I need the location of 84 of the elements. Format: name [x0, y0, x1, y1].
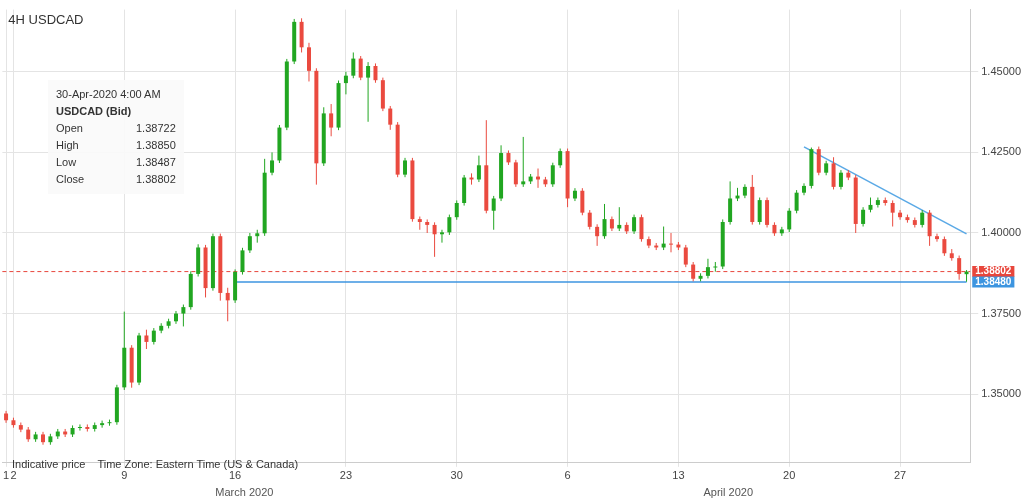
candlestick	[580, 187, 585, 216]
x-tick-label: 30	[450, 469, 463, 482]
candlestick	[476, 155, 481, 183]
annotation: Open	[56, 121, 84, 136]
chart-title: 4H USDCAD	[8, 11, 84, 27]
candlestick	[366, 61, 371, 123]
candlestick	[358, 55, 363, 81]
annotation: 1.38722	[136, 121, 176, 136]
candlestick	[329, 103, 334, 137]
candlestick	[306, 42, 311, 82]
candlestick	[787, 207, 792, 233]
text: April 2020	[703, 485, 754, 498]
candlestick	[572, 187, 577, 202]
candlestick	[225, 287, 230, 322]
annotation: Indicative price	[12, 458, 86, 470]
candlestick	[816, 146, 821, 176]
x-tick-label: 1	[3, 469, 10, 482]
annotation: Low	[56, 155, 78, 170]
x-tick-label: 20	[783, 469, 796, 482]
candlestick	[454, 199, 459, 221]
candlestick	[728, 180, 733, 226]
candlestick	[861, 206, 866, 228]
candlestick	[181, 304, 186, 327]
candlestick	[373, 62, 378, 84]
candlestick	[713, 261, 718, 273]
candlestick	[100, 420, 105, 429]
candlestick	[632, 214, 637, 235]
candlestick	[587, 209, 592, 230]
candlestick	[934, 233, 939, 243]
y-tick-label: 1.40000	[981, 226, 1021, 239]
candlestick	[403, 157, 408, 178]
candlestick	[757, 197, 762, 226]
candlestick	[558, 148, 563, 169]
annotation: 1.38850	[136, 138, 176, 153]
annotation: Time Zone: Eastern Time (US & Canada)	[97, 458, 299, 470]
candlestick	[77, 423, 82, 432]
y-tick-label: 1.35000	[981, 387, 1021, 400]
x-tick-label: 9	[121, 469, 128, 482]
candlestick	[875, 197, 880, 209]
x-tick-label: 13	[672, 469, 685, 482]
candlestick	[669, 232, 674, 253]
candlestick	[927, 209, 932, 247]
x-tick-label: 6	[564, 469, 571, 482]
y-tick-label: 1.42500	[981, 145, 1021, 158]
y-tick-label: 1.45000	[981, 64, 1021, 77]
candlestick	[602, 203, 607, 240]
candlestick	[388, 105, 393, 131]
candlestick	[794, 189, 799, 214]
candlestick	[595, 223, 600, 247]
ref-line-label: 1.38802	[975, 265, 1012, 277]
y-tick-label: 1.37500	[981, 306, 1021, 319]
candlestick	[144, 329, 149, 350]
candlestick	[439, 229, 444, 244]
candlestick	[831, 156, 836, 190]
annotation: 1.38802	[136, 172, 176, 187]
candlestick	[432, 221, 437, 258]
annotation: 1.38487	[136, 155, 176, 170]
candlestick	[942, 236, 947, 257]
annotation: 30-Apr-2020 4:00 AM	[56, 87, 162, 102]
candlestick	[240, 247, 245, 276]
text: March 2020	[215, 485, 274, 498]
candlestick	[521, 136, 526, 188]
x-tick-label: 16	[228, 469, 242, 482]
candlestick	[639, 214, 644, 243]
data-label: 1.38480	[975, 275, 1012, 287]
candlestick	[683, 244, 688, 268]
candlestick	[705, 258, 710, 279]
candlestick	[491, 195, 496, 231]
x-tick-label: 2	[10, 469, 17, 482]
annotation: Close	[56, 172, 86, 187]
candlestick	[838, 169, 843, 190]
candlestick	[351, 51, 356, 79]
candlestick	[247, 232, 252, 254]
candlestick	[513, 159, 518, 188]
candlestick	[270, 151, 275, 176]
annotation: High	[56, 138, 80, 153]
candlestick	[890, 199, 895, 228]
x-tick-label: 27	[893, 469, 907, 482]
candlestick	[447, 214, 452, 236]
annotation: USDCAD (Bid)	[56, 104, 133, 119]
candlestick	[343, 71, 348, 95]
candlestick	[173, 310, 178, 325]
candlestick	[550, 162, 555, 188]
x-tick-label: 23	[339, 469, 353, 482]
